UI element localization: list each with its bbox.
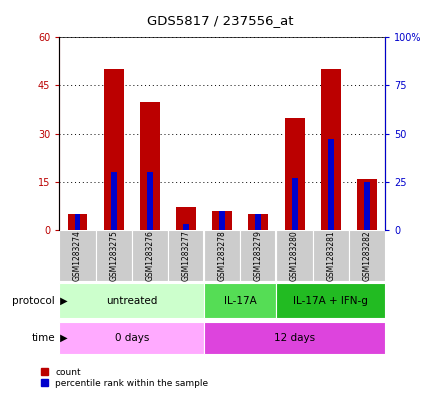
Text: ▶: ▶: [57, 296, 68, 306]
Bar: [249, 214, 268, 230]
Bar: [140, 101, 160, 230]
Text: GSM1283279: GSM1283279: [254, 230, 263, 281]
Bar: [313, 230, 349, 281]
Bar: [104, 70, 124, 230]
Bar: [168, 230, 204, 281]
Bar: [357, 178, 377, 230]
Bar: [276, 283, 385, 318]
Bar: [176, 208, 196, 230]
Bar: [292, 178, 297, 230]
Text: 0 days: 0 days: [114, 333, 149, 343]
Bar: [132, 230, 168, 281]
Bar: [219, 211, 225, 230]
Bar: [204, 230, 240, 281]
Bar: [321, 70, 341, 230]
Text: GDS5817 / 237556_at: GDS5817 / 237556_at: [147, 14, 293, 27]
Bar: [204, 283, 276, 318]
Text: GSM1283276: GSM1283276: [145, 230, 154, 281]
Bar: [59, 322, 204, 354]
Bar: [212, 211, 232, 230]
Bar: [328, 140, 334, 230]
Bar: [68, 214, 88, 230]
Text: GSM1283274: GSM1283274: [73, 230, 82, 281]
Text: GSM1283280: GSM1283280: [290, 230, 299, 281]
Bar: [95, 230, 132, 281]
Bar: [364, 182, 370, 230]
Bar: [204, 322, 385, 354]
Text: 12 days: 12 days: [274, 333, 315, 343]
Bar: [285, 118, 304, 230]
Bar: [59, 230, 95, 281]
Bar: [255, 215, 261, 230]
Text: IL-17A + IFN-g: IL-17A + IFN-g: [293, 296, 368, 306]
Bar: [74, 215, 81, 230]
Text: IL-17A: IL-17A: [224, 296, 257, 306]
Text: GSM1283277: GSM1283277: [182, 230, 191, 281]
Text: ▶: ▶: [57, 333, 68, 343]
Legend: count, percentile rank within the sample: count, percentile rank within the sample: [40, 367, 209, 389]
Bar: [183, 224, 189, 230]
Bar: [240, 230, 276, 281]
Text: GSM1283278: GSM1283278: [218, 230, 227, 281]
Bar: [111, 172, 117, 230]
Text: GSM1283281: GSM1283281: [326, 230, 335, 281]
Bar: [349, 230, 385, 281]
Text: time: time: [31, 333, 55, 343]
Bar: [59, 283, 204, 318]
Text: protocol: protocol: [12, 296, 55, 306]
Text: GSM1283275: GSM1283275: [109, 230, 118, 281]
Text: GSM1283282: GSM1283282: [363, 230, 371, 281]
Bar: [276, 230, 313, 281]
Bar: [147, 172, 153, 230]
Text: untreated: untreated: [106, 296, 158, 306]
